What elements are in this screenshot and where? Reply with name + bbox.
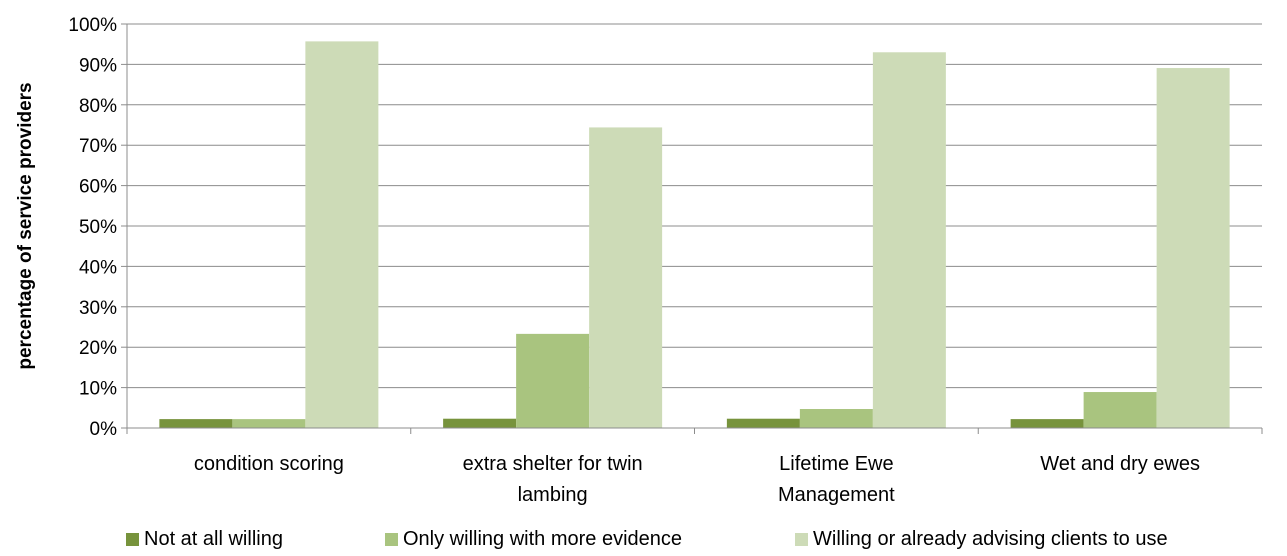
y-tick-label: 90% <box>79 55 117 76</box>
y-tick-label: 100% <box>68 15 117 36</box>
x-category-label: Lifetime Ewe <box>779 453 894 475</box>
y-tick-label: 60% <box>79 177 117 198</box>
legend-item: Willing or already advising clients to u… <box>795 528 1168 551</box>
bar <box>589 127 663 428</box>
legend-label: Willing or already advising clients to u… <box>813 528 1168 550</box>
bar <box>1156 68 1230 428</box>
bar <box>516 333 590 428</box>
y-tick-label: 10% <box>79 379 117 400</box>
x-category-label: Wet and dry ewes <box>1040 453 1200 475</box>
legend: Not at all willing Only willing with more… <box>0 528 1287 556</box>
bar <box>443 418 517 428</box>
bar <box>305 41 379 428</box>
bar <box>1010 419 1084 428</box>
y-tick-label: 50% <box>79 217 117 238</box>
legend-label: Only willing with more evidence <box>403 528 683 550</box>
y-tick-label: 0% <box>90 419 118 440</box>
x-category-label: condition scoring <box>194 453 344 475</box>
bar <box>1083 392 1157 428</box>
legend-label: Not at all willing <box>144 528 283 550</box>
x-category-label: extra shelter for twin <box>463 453 643 475</box>
y-axis-title: percentage of service providers <box>15 82 36 369</box>
bar <box>872 52 946 428</box>
legend-swatch <box>385 533 398 546</box>
legend-swatch <box>126 533 139 546</box>
bar <box>726 418 800 428</box>
y-tick-label: 20% <box>79 338 117 359</box>
x-category-label: lambing <box>518 484 588 506</box>
bar <box>232 419 306 428</box>
legend-swatch <box>795 533 808 546</box>
y-tick-label: 40% <box>79 257 117 278</box>
bar-chart-plot: 0% 10% 20% 30% 40% 50% 60% 70% 80% 90% 100% conditi… <box>15 15 1263 506</box>
y-tick-label: 30% <box>79 298 117 319</box>
bar <box>159 419 233 428</box>
y-tick-label: 70% <box>79 136 117 157</box>
legend-item: Not at all willing <box>126 528 283 551</box>
bar <box>799 409 873 428</box>
y-tick-label: 80% <box>79 96 117 117</box>
legend-item: Only willing with more evidence <box>385 528 682 551</box>
x-category-label: Management <box>778 484 895 506</box>
